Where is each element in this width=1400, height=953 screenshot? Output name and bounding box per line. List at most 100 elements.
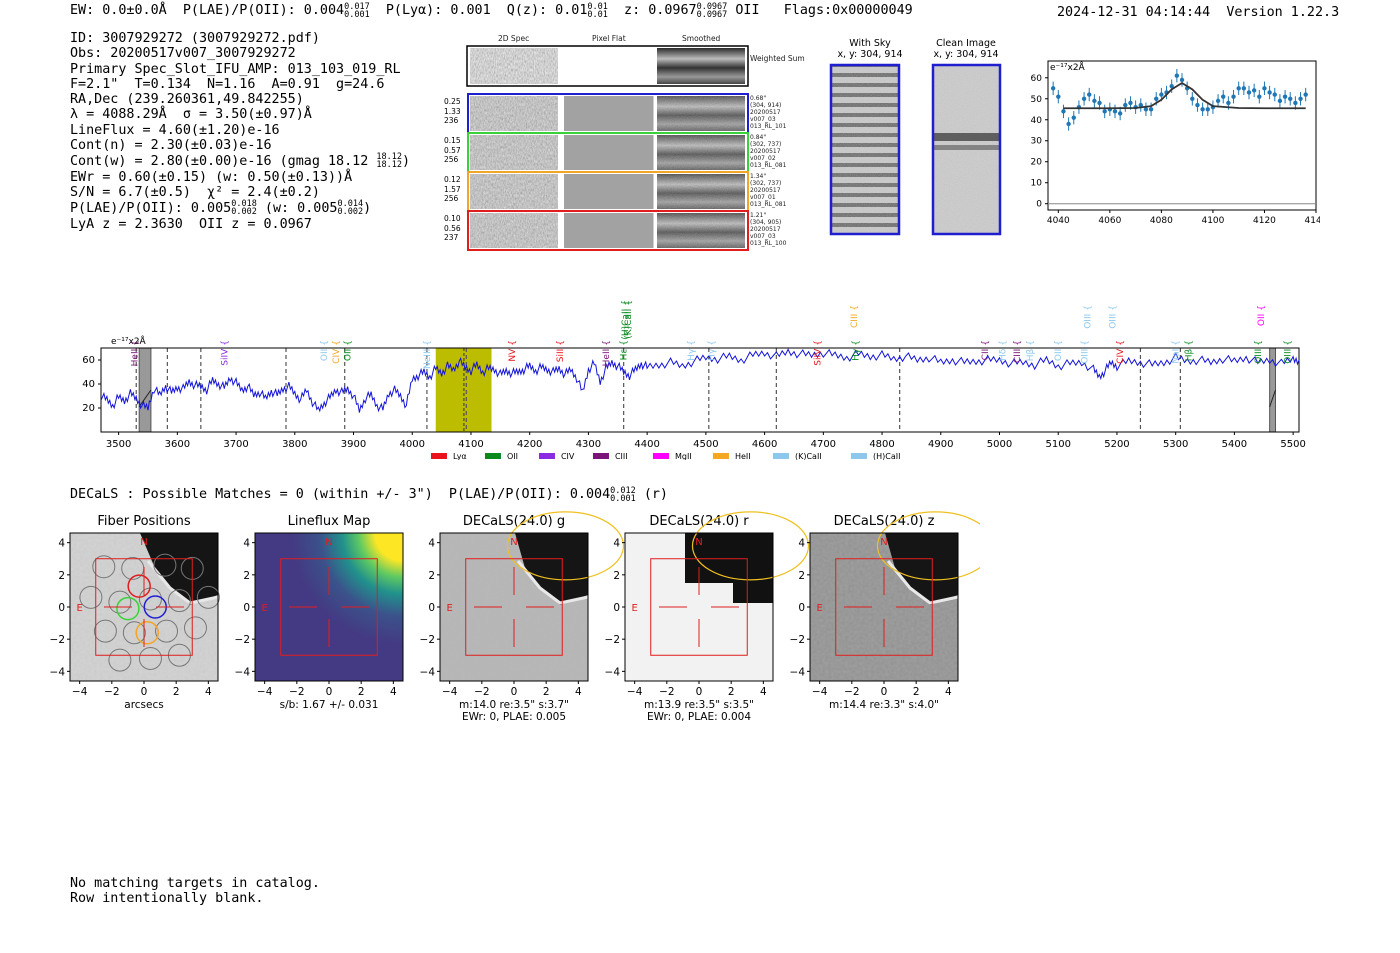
decals-ytick-label: −2 xyxy=(420,634,435,646)
decals-summary-band: (r) xyxy=(643,487,668,502)
decals-summary-row: DECaLS : Possible Matches = 0 (within +/… xyxy=(70,487,668,504)
zoom-data-point xyxy=(1056,94,1061,99)
decals-xtick-label: 0 xyxy=(881,686,888,698)
zoom-data-point xyxy=(1277,98,1283,104)
zoom-data-point xyxy=(1050,86,1056,91)
fiber-circle xyxy=(155,619,179,643)
cutout-left-value: 0.12 xyxy=(444,175,461,184)
legend-swatch xyxy=(430,453,447,459)
decals-xtick-label: 4 xyxy=(945,686,952,698)
spectrum-xtick-label: 4900 xyxy=(928,439,953,450)
spectrum-line-label: OIII{ xyxy=(1254,340,1264,364)
cutout-left-value: 0.56 xyxy=(444,223,461,233)
spectrum-line-label: NaI{ xyxy=(1172,340,1182,364)
spectrum-line-label: HeII{ xyxy=(602,340,612,366)
legend-swatch xyxy=(652,453,669,459)
cutout-right-value: 1.21" xyxy=(750,212,767,219)
spectrum-xtick-label: 4700 xyxy=(811,439,836,450)
zoom-data-point xyxy=(1215,98,1221,104)
decals-panel-title: DECaLS(24.0) z xyxy=(834,514,935,529)
decals-ytick-label: −4 xyxy=(235,666,251,678)
compass-north: N xyxy=(325,537,332,548)
header-right: 2024-12-31 04:14:44 Version 1.22.3 xyxy=(1057,5,1339,20)
decals-panel: DECaLS(24.0) z N E −4 −4 −2 −2 0 0 2 2 4 4 m:14.4 re:… xyxy=(790,511,980,711)
spectrum-xtick-label: 5100 xyxy=(1045,439,1070,450)
zoom-xtick-label: 4040 xyxy=(1047,216,1070,226)
cutout-right-value: 0.68" xyxy=(750,95,767,102)
zoom-unit-label: e⁻¹⁷x2Å xyxy=(1050,61,1086,73)
decals-ytick-label: 0 xyxy=(613,602,620,614)
header-timestamp: 2024-12-31 04:14:44 xyxy=(1057,5,1211,20)
zoom-data-point xyxy=(1112,109,1118,114)
footer-line1: No matching targets in catalog. xyxy=(70,876,320,891)
zoom-data-point xyxy=(1267,90,1272,95)
decals-xtick-label: 0 xyxy=(696,686,703,698)
zoom-data-point xyxy=(1272,92,1277,97)
spectrum-line-label: SiIV{ xyxy=(813,340,823,366)
decals-ytick-label: −2 xyxy=(235,634,250,646)
legend-label: MgII xyxy=(675,452,692,460)
decals-panel-caption: EWr: 0, PLAE: 0.005 xyxy=(462,711,566,723)
decals-xtick-label: 2 xyxy=(543,686,550,698)
galaxy-ellipse xyxy=(876,511,980,581)
full-spectrum-chart: e⁻¹⁷x2Å 20 40 60 3500 3600 3700 3800 3900 4000 410… xyxy=(82,300,1306,460)
legend-label: HeII xyxy=(735,452,751,460)
fiber-circle-highlight xyxy=(127,574,151,598)
col-header-2d-spec: 2D Spec xyxy=(498,34,530,43)
decals-panel-caption: m:13.9 re:3.5" s:3.5" xyxy=(644,699,754,711)
spectrum-xtick-label: 4300 xyxy=(576,439,601,450)
zoom-data-point xyxy=(1221,94,1226,99)
legend-swatch xyxy=(484,453,501,459)
zoom-data-point xyxy=(1282,94,1288,99)
spectrum-line-label: Hβ{ xyxy=(1185,340,1195,361)
header-z-line: OII xyxy=(735,3,760,18)
spectrum-line-label: CII{ xyxy=(981,340,991,360)
cutout-row-right-label: 0.84" (302, 737) 20200517 v007_02 013_RL_081 xyxy=(750,134,786,169)
zoom-data-point xyxy=(1251,88,1257,93)
decals-xtick-label: −2 xyxy=(104,686,119,698)
zoom-data-point xyxy=(1257,94,1262,99)
spectrum-xtick-label: 4600 xyxy=(752,439,777,450)
aperture-box xyxy=(280,558,378,656)
decals-xtick-label: −2 xyxy=(844,686,859,698)
with-sky-coords: x, y: 304, 914 xyxy=(837,49,903,60)
header-plae-hi: 0.017 xyxy=(344,2,370,12)
decals-xtick-label: −4 xyxy=(257,686,273,698)
with-sky-title: With Sky xyxy=(849,38,891,49)
info-obs: Obs: 20200517v007_3007929272 xyxy=(70,46,296,62)
aperture-box xyxy=(650,558,748,656)
zoom-data-point xyxy=(1081,96,1087,101)
spectrum-line-label: NeIII{ xyxy=(423,340,433,369)
zoom-data-point xyxy=(1138,102,1143,108)
compass-east: E xyxy=(446,603,452,614)
decals-ytick-label: −2 xyxy=(605,634,620,646)
zoom-xtick-label: 4060 xyxy=(1098,216,1121,226)
zoom-data-point xyxy=(1288,96,1293,101)
compass-north: N xyxy=(880,537,887,548)
cutout-row-left-label: 0.12 1.57 256 xyxy=(444,175,461,204)
compass-north: N xyxy=(140,537,147,548)
fiber-circle xyxy=(122,621,146,645)
info-lambda: λ = 4088.29Å σ = 3.50(±0.97)Å xyxy=(70,107,312,123)
zoom-data-point xyxy=(1262,86,1267,91)
spectrum-line-label: OIII{ xyxy=(1283,340,1293,364)
fiber-circle xyxy=(79,585,103,609)
galaxy-ellipse xyxy=(506,511,625,581)
zoom-data-point xyxy=(1174,73,1180,78)
legend-swatch xyxy=(772,453,789,459)
zoom-data-point xyxy=(1092,98,1097,104)
weighted-sum-label: Weighted Sum xyxy=(750,54,805,63)
zoom-data-point xyxy=(1226,100,1231,106)
col-header-pixel-flat: Pixel Flat xyxy=(592,34,626,43)
spectrum-masked-region xyxy=(138,347,152,433)
zoom-data-point xyxy=(1169,83,1174,89)
decals-panel-title: Fiber Positions xyxy=(97,514,190,529)
cutout-right-value: v007_01 xyxy=(750,194,776,201)
zoom-data-point xyxy=(1159,92,1164,97)
cutout-right-value: (304, 905) xyxy=(750,219,782,226)
legend-label: OII xyxy=(507,452,518,460)
decals-panel-caption: s/b: 1.67 +/- 0.031 xyxy=(280,699,379,711)
cutout-right-value: 0.84" xyxy=(750,134,767,141)
zoom-xtick-label: 4080 xyxy=(1150,216,1173,226)
decals-xtick-label: −4 xyxy=(442,686,458,698)
